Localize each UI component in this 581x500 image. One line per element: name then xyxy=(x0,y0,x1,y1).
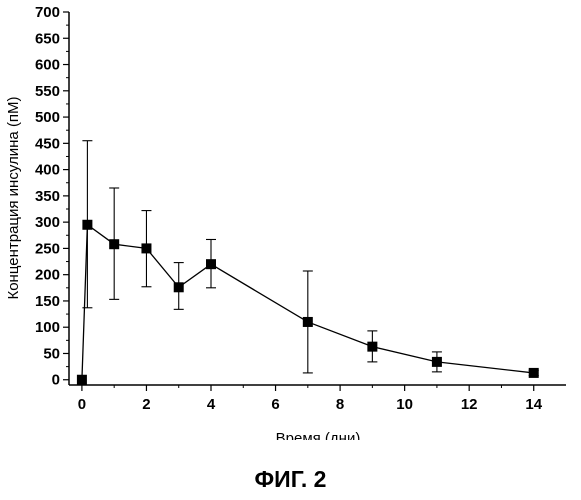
data-point-marker xyxy=(303,317,313,327)
y-tick-label: 450 xyxy=(35,135,60,152)
data-point-marker xyxy=(206,259,216,269)
data-point-marker xyxy=(432,357,442,367)
y-tick-label: 600 xyxy=(35,57,60,74)
data-series xyxy=(77,141,539,385)
y-tick-label: 500 xyxy=(35,109,60,126)
insulin-concentration-chart: 0501001502002503003504004505005506006507… xyxy=(0,0,581,440)
y-tick-label: 650 xyxy=(35,30,60,47)
data-point-marker xyxy=(109,239,119,249)
y-tick-label: 700 xyxy=(35,4,60,21)
y-tick-label: 250 xyxy=(35,240,60,257)
data-point-marker xyxy=(174,282,184,292)
x-tick-label: 0 xyxy=(78,396,86,413)
x-tick-label: 10 xyxy=(396,396,413,413)
x-tick-label: 14 xyxy=(525,396,542,413)
y-tick-label: 200 xyxy=(35,267,60,284)
y-tick-label: 300 xyxy=(35,214,60,231)
x-tick-label: 12 xyxy=(461,396,478,413)
x-tick-label: 4 xyxy=(207,396,216,413)
data-point-marker xyxy=(82,220,92,230)
figure-caption: ФИГ. 2 xyxy=(0,466,581,493)
y-tick-label: 100 xyxy=(35,319,60,336)
x-tick-label: 2 xyxy=(142,396,150,413)
y-tick-label: 350 xyxy=(35,188,60,205)
y-axis-title: Концентрация инсулина (пМ) xyxy=(5,96,22,299)
y-tick-label: 400 xyxy=(35,162,60,179)
y-tick-label: 0 xyxy=(52,372,60,389)
y-tick-label: 150 xyxy=(35,293,60,310)
data-point-marker xyxy=(77,375,87,385)
data-point-marker xyxy=(141,243,151,253)
y-tick-label: 550 xyxy=(35,83,60,100)
data-point-marker xyxy=(367,342,377,352)
y-tick-label: 50 xyxy=(43,345,60,362)
x-axis-title: Время (дни) xyxy=(276,430,361,440)
x-tick-label: 8 xyxy=(336,396,344,413)
data-point-marker xyxy=(529,368,539,378)
x-tick-label: 6 xyxy=(271,396,279,413)
